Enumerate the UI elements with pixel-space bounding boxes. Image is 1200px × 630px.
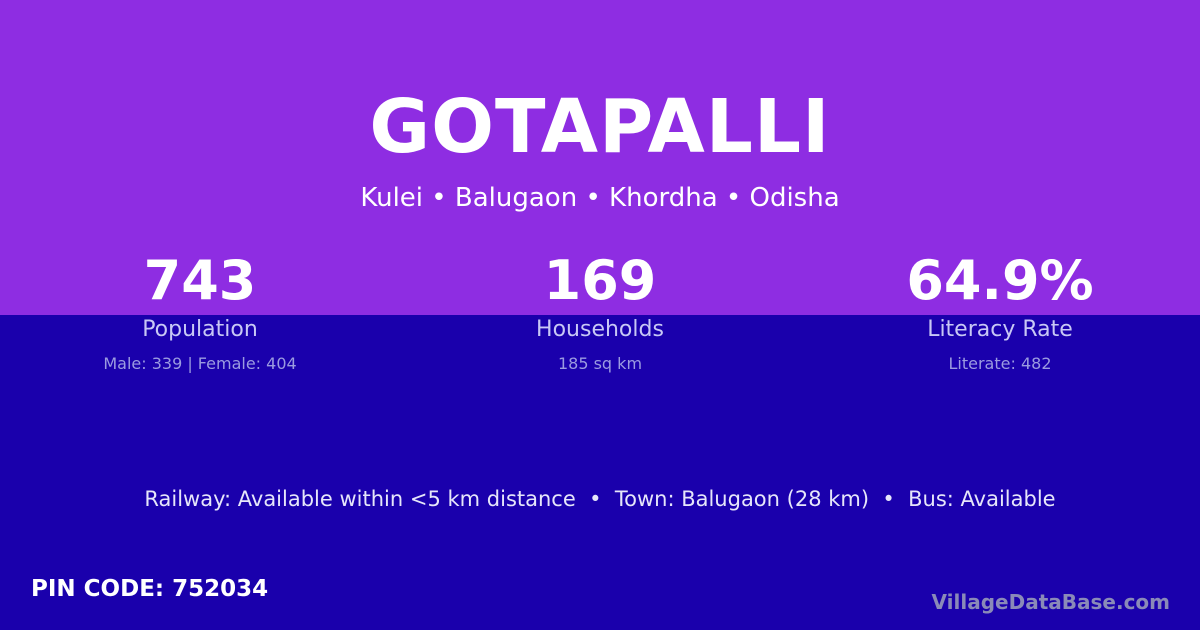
brand-logo: VillageDataBase.com <box>931 590 1170 614</box>
stat-population: 743 Population Male: 339 | Female: 404 <box>0 248 400 373</box>
stat-label: Literacy Rate <box>927 317 1073 342</box>
stat-value: 64.9% <box>906 249 1094 312</box>
stat-value: 743 <box>143 249 257 312</box>
stat-label: Households <box>536 317 664 342</box>
transport-info: Railway: Available within <5 km distance… <box>144 487 1056 511</box>
stat-label: Population <box>142 317 258 342</box>
stat-detail: 185 sq km <box>557 354 643 373</box>
stat-detail: Male: 339 | Female: 404 <box>103 354 297 373</box>
stat-detail: Literate: 482 <box>948 354 1052 373</box>
village-name: GOTAPALLI <box>369 84 831 170</box>
stat-households: 169 Households 185 sq km <box>400 248 800 373</box>
pin-code: PIN CODE: 752034 <box>31 576 269 602</box>
stat-value: 169 <box>543 249 657 312</box>
header-band <box>0 0 1200 315</box>
location-breadcrumb: Kulei • Balugaon • Khordha • Odisha <box>360 183 840 213</box>
stat-literacy: 64.9% Literacy Rate Literate: 482 <box>800 248 1200 373</box>
